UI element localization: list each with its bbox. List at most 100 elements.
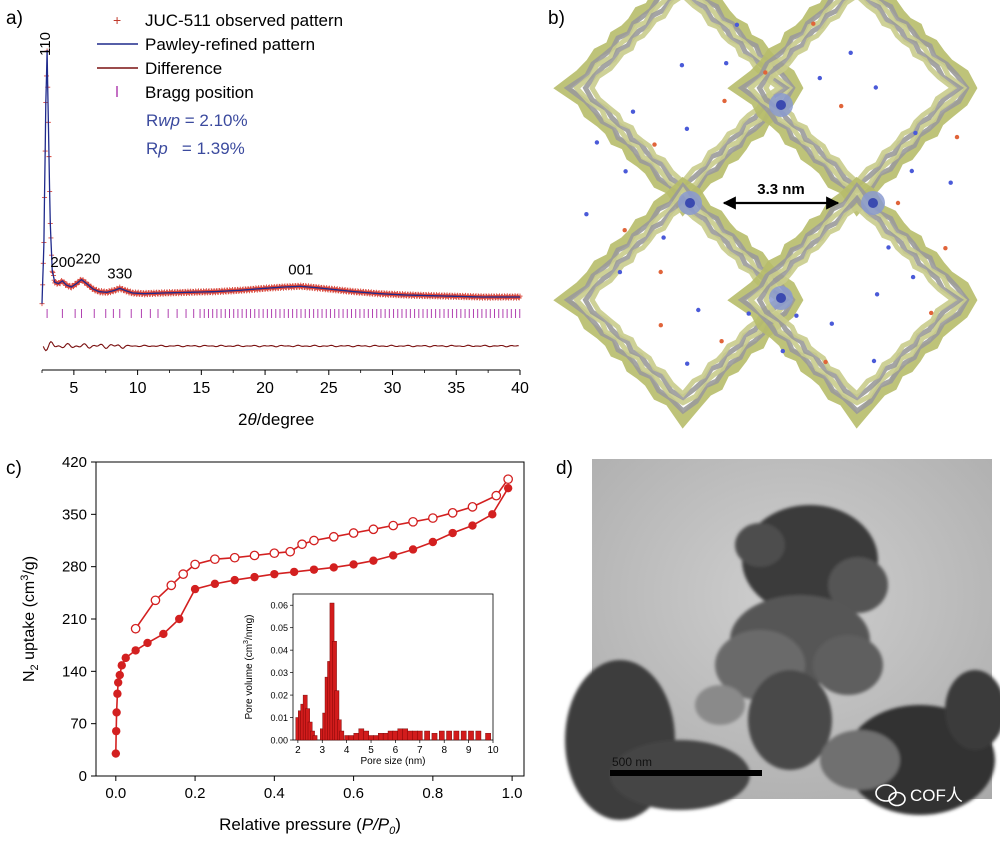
inset-bar [358, 728, 365, 741]
adsorption-point [408, 545, 418, 554]
pore-ring [737, 182, 970, 415]
framework-nodes [584, 21, 960, 366]
adsorption-point [289, 567, 299, 577]
desorption-point [190, 559, 200, 570]
atom-accent [658, 323, 663, 328]
inset-bar [475, 730, 482, 741]
atom-accent [724, 61, 729, 66]
atom-accent [871, 358, 877, 364]
desorption-point [309, 535, 319, 546]
pore-ring [763, 204, 958, 398]
inset-bar [392, 730, 399, 741]
framework-node-core [685, 198, 695, 208]
isotherm-y-tick-label: 70 [70, 716, 87, 733]
atom-accent [584, 212, 589, 217]
adsorption-point [230, 575, 239, 585]
inset-bar [339, 730, 345, 741]
legend-bragg-label: Bragg position [145, 83, 254, 102]
atom-accent [943, 246, 948, 251]
atom-accent [823, 359, 828, 365]
tem-particles [565, 505, 1000, 820]
desorption-point [210, 554, 220, 565]
inset-bar [453, 730, 460, 741]
inset-x-axis-title: Pore size (nm) [360, 756, 425, 767]
adsorption-point [428, 537, 438, 547]
atom-accent [948, 180, 953, 185]
isotherm-x-tick-label: 0.0 [105, 785, 126, 802]
adsorption-point [175, 614, 184, 624]
xrd-x-tick-label: 15 [192, 380, 210, 397]
atom-accent [623, 169, 628, 174]
inset-bar [337, 719, 342, 741]
atom-accent [811, 21, 816, 26]
desorption-points [130, 474, 513, 634]
inset-x-tick-label: 5 [368, 745, 374, 756]
inset-bar [334, 690, 340, 741]
desorption-point [368, 524, 379, 535]
rp-stat: Rp = 1.39% [146, 139, 245, 158]
peak-label: 330 [107, 265, 132, 282]
xrd-x-tick-label: 20 [256, 380, 274, 397]
atom-accent [829, 321, 834, 326]
tem-scale-bar [610, 770, 762, 776]
xrd-x-tick-label: 25 [320, 380, 338, 397]
desorption-point [130, 623, 141, 634]
desorption-point [229, 552, 240, 563]
rwp-stat: Rwp = 2.10% [146, 111, 248, 130]
peak-label: 110 [37, 32, 54, 56]
atom-accent [658, 269, 663, 275]
inset-x-tick-label: 7 [417, 745, 423, 756]
isotherm-x-tick-label: 0.8 [422, 785, 443, 802]
isotherm-x-tick-label: 0.2 [185, 785, 206, 802]
peak-label: 200 [50, 254, 75, 271]
adsorption-point [190, 584, 200, 594]
atom-accent [874, 292, 880, 297]
inset-bar [431, 733, 438, 741]
inset-bar [368, 735, 374, 741]
atom-accent [913, 130, 918, 136]
isotherm-y-tick-label: 350 [62, 506, 87, 523]
pore-ring [737, 0, 970, 203]
adsorption-point [503, 483, 513, 493]
inset-bar [417, 730, 423, 741]
adsorption-point [112, 708, 121, 717]
legend-pawley-label: Pawley-refined pattern [145, 35, 315, 54]
atom-accent [622, 228, 627, 233]
inset-y-tick-label: 0.04 [270, 646, 288, 656]
desorption-point [328, 531, 339, 542]
desorption-point [178, 569, 189, 579]
atom-accent [929, 310, 934, 316]
desorption-point [297, 539, 307, 550]
adsorption-point [113, 689, 122, 698]
isotherm-x-tick-label: 1.0 [502, 785, 523, 802]
desorption-point [388, 520, 399, 531]
adsorption-point [131, 646, 140, 655]
isotherm-y-tick-label: 420 [62, 454, 87, 471]
inset-bar [348, 735, 355, 741]
adsorption-point [210, 579, 220, 589]
adsorption-point [349, 560, 358, 569]
framework-node-core [868, 198, 878, 208]
inset-y-tick-label: 0.02 [270, 691, 288, 701]
isotherm-x-tick-label: 0.6 [343, 785, 364, 802]
panel-label-d: d) [556, 458, 573, 479]
xrd-x-tick-label: 5 [69, 380, 78, 397]
pore-ring [763, 0, 958, 186]
pore-ring [756, 0, 964, 189]
observed-point [517, 293, 523, 299]
atom-accent [696, 307, 701, 313]
inset-x-tick-label: 8 [441, 745, 447, 756]
pore-ring [756, 194, 964, 401]
desorption-point [408, 516, 418, 527]
legend-observed-label: JUC-511 observed pattern [145, 11, 343, 30]
xrd-chart: 5 10 15 20 25 30 35 40 110 200 220 330 001 2θ/degre… [37, 11, 529, 429]
inset-bar [344, 735, 350, 741]
atom-accent [679, 62, 685, 68]
peak-label: 001 [288, 261, 313, 278]
atom-accent [661, 235, 666, 240]
isotherm-x-tick-label: 0.4 [264, 785, 285, 802]
atom-accent [873, 85, 878, 90]
desorption-point [447, 507, 458, 518]
inset-bar [446, 730, 452, 741]
inset-bar [397, 728, 404, 741]
